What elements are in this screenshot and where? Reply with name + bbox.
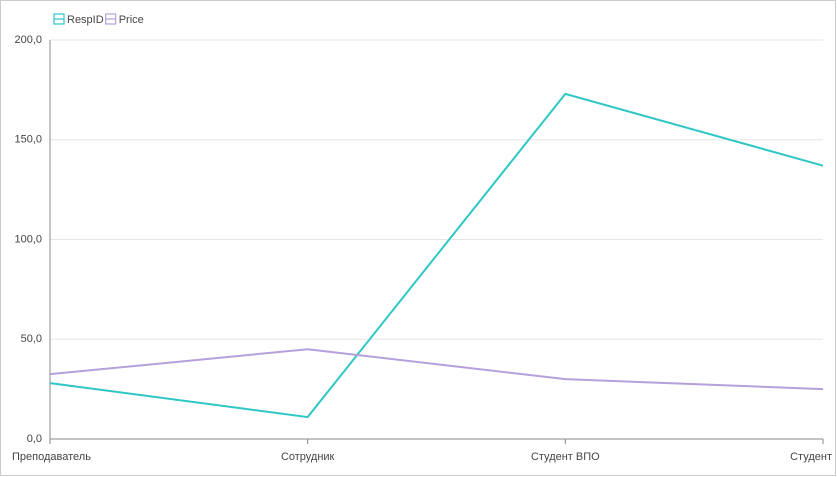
y-tick-label: 200,0 [14, 34, 42, 46]
legend-label: RespID [67, 14, 104, 26]
x-tick-label: Студент [790, 451, 832, 463]
series-line [49, 92, 824, 419]
y-tick-label: 150,0 [14, 134, 42, 146]
x-tick-label: Сотрудник [281, 451, 335, 463]
x-tick-label: Преподаватель [12, 451, 91, 463]
y-tick-label: 100,0 [14, 233, 42, 245]
legend-label: Price [119, 14, 144, 26]
x-tick-label: Студент ВПО [531, 451, 600, 463]
y-tick-label: 50,0 [21, 333, 42, 345]
series-line [49, 348, 824, 391]
y-tick-label: 0,0 [27, 433, 42, 445]
